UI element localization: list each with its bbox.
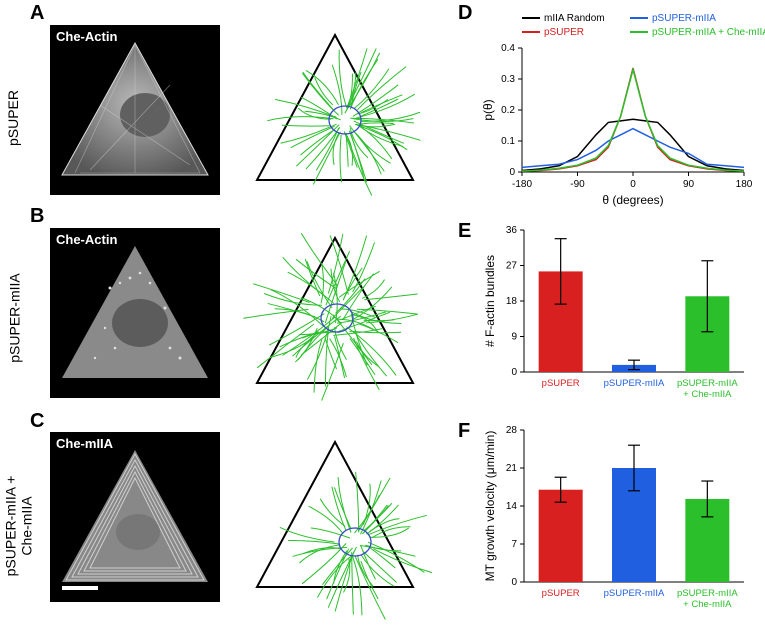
svg-text:pSUPER: pSUPER <box>542 378 580 389</box>
svg-text:0.1: 0.1 <box>501 136 515 147</box>
panel-label-C: C <box>30 410 44 433</box>
micrograph-tag-A: Che-Actin <box>56 29 117 44</box>
svg-text:pSUPER-mIIA: pSUPER-mIIA <box>652 13 716 24</box>
trace-A <box>245 20 425 200</box>
svg-text:36: 36 <box>506 225 518 236</box>
svg-text:+ Che-mIIA: + Che-mIIA <box>683 389 732 400</box>
svg-text:θ (degrees): θ (degrees) <box>602 193 663 207</box>
svg-text:0: 0 <box>511 367 517 378</box>
svg-text:pSUPER: pSUPER <box>544 27 584 38</box>
svg-text:pSUPER-mIIA: pSUPER-mIIA <box>677 588 738 599</box>
svg-text:pSUPER: pSUPER <box>542 588 580 599</box>
svg-text:27: 27 <box>506 261 518 272</box>
panel-label-D: D <box>458 2 472 25</box>
micrograph-B: Che-Actin <box>50 228 220 398</box>
svg-text:90: 90 <box>683 179 695 190</box>
scalebar-icon <box>62 586 98 590</box>
chart-E: 09182736pSUPERpSUPER-mIIApSUPER-mIIA+ Ch… <box>480 222 750 412</box>
svg-text:p(θ): p(θ) <box>481 99 495 120</box>
panel-label-B: B <box>30 205 44 228</box>
svg-text:mIIA Random: mIIA Random <box>544 13 605 24</box>
trace-C <box>245 427 425 607</box>
svg-text:# F-actin bundles: # F-actin bundles <box>483 255 497 347</box>
row-label-B: pSUPER-mIIA <box>7 273 23 362</box>
svg-text:pSUPER-mIIA: pSUPER-mIIA <box>604 378 665 389</box>
micrograph-C: Che-mIIA <box>50 432 220 602</box>
svg-text:0: 0 <box>630 179 636 190</box>
svg-text:0.2: 0.2 <box>501 105 515 116</box>
svg-text:0.4: 0.4 <box>501 43 515 54</box>
row-label-C: pSUPER-mIIA + Che-mIIA <box>2 476 34 577</box>
svg-text:21: 21 <box>506 463 518 474</box>
svg-text:pSUPER-mIIA: pSUPER-mIIA <box>604 588 665 599</box>
svg-text:-90: -90 <box>570 179 585 190</box>
trace-B <box>245 223 425 403</box>
svg-text:14: 14 <box>506 501 518 512</box>
svg-text:0: 0 <box>509 167 515 178</box>
svg-text:+ Che-mIIA: + Che-mIIA <box>683 599 732 610</box>
micrograph-tag-C: Che-mIIA <box>56 436 113 451</box>
svg-text:28: 28 <box>506 425 518 436</box>
chart-D: -180 -90 0 90 180 0 0.1 0.2 0.3 0.4 θ (degrees) p(θ… <box>480 8 750 208</box>
svg-text:pSUPER-mIIA: pSUPER-mIIA <box>677 378 738 389</box>
chart-F: 07142128pSUPERpSUPER-mIIApSUPER-mIIA+ Ch… <box>480 422 750 622</box>
svg-text:9: 9 <box>511 332 517 343</box>
panel-label-E: E <box>458 220 471 243</box>
svg-text:0: 0 <box>511 577 517 588</box>
micrograph-tag-B: Che-Actin <box>56 232 117 247</box>
svg-text:-180: -180 <box>512 179 532 190</box>
svg-text:0.3: 0.3 <box>501 74 515 85</box>
svg-text:180: 180 <box>736 179 753 190</box>
svg-text:7: 7 <box>511 539 517 550</box>
svg-text:pSUPER-mIIA + Che-mIIA: pSUPER-mIIA + Che-mIIA <box>652 27 765 38</box>
panel-label-A: A <box>30 2 44 25</box>
panel-label-F: F <box>458 420 470 443</box>
svg-text:MT growth velocity (μm/min): MT growth velocity (μm/min) <box>483 431 497 582</box>
svg-text:18: 18 <box>506 296 518 307</box>
micrograph-A: Che-Actin <box>50 25 220 195</box>
row-label-A: pSUPER <box>5 90 21 146</box>
